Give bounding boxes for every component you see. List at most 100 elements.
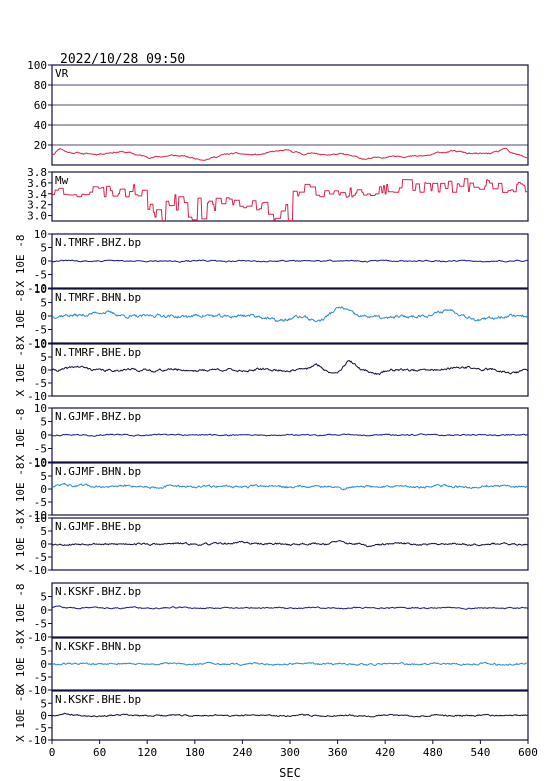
panel-label: VR <box>55 67 69 80</box>
series-line <box>52 178 528 222</box>
y-tick-label: 60 <box>34 99 47 112</box>
y-tick-label: -5 <box>34 324 47 337</box>
y-tick-label: 5 <box>40 645 47 658</box>
y-tick-label: 10 <box>34 338 47 351</box>
y-axis-label: X 10E -8 <box>14 584 27 637</box>
y-tick-label: 80 <box>34 79 47 92</box>
series-line <box>51 712 529 718</box>
panel-kskf-bhe: 50-5-10 N.KSKF.BHE.bp X 10E -8 <box>14 689 529 747</box>
x-tick-label: 480 <box>423 746 443 759</box>
panel-vr: 100 80 60 40 20 VR <box>27 59 529 166</box>
y-axis-label: X 10E -8 <box>14 344 27 397</box>
y-tick-label: -10 <box>27 684 47 697</box>
y-tick-label: -5 <box>34 551 47 564</box>
y-axis-label: X 10E -8 <box>14 290 27 343</box>
series-line <box>51 540 529 548</box>
y-tick-label: 0 <box>40 429 47 442</box>
panel-label: N.TMRF.BHE.bp <box>55 346 141 359</box>
y-tick-label: -5 <box>34 618 47 631</box>
y-tick-label: 100 <box>27 59 47 72</box>
y-tick-label: 0 <box>40 710 47 723</box>
x-tick-label: 540 <box>470 746 490 759</box>
y-axis-label: X 10E -8 <box>14 518 27 571</box>
y-tick-label: -10 <box>27 337 47 350</box>
panel-label: N.TMRF.BHZ.bp <box>55 236 141 249</box>
panel-frame <box>51 64 529 166</box>
series-line <box>51 259 529 263</box>
series-line <box>51 482 529 491</box>
y-tick-label: 0 <box>40 604 47 617</box>
y-axis-label: X 10E -8 <box>14 689 27 742</box>
y-tick-label: -10 <box>27 456 47 469</box>
y-tick-label: 0 <box>40 310 47 323</box>
series-line <box>51 147 529 161</box>
panel-kskf-bhz: 50-5-10 N.KSKF.BHZ.bp X 10E -8 <box>14 582 529 644</box>
series-line <box>51 661 528 667</box>
y-tick-label: -10 <box>27 509 47 522</box>
x-tick-label: 180 <box>185 746 205 759</box>
y-tick-label: -5 <box>34 377 47 390</box>
panel-label: N.KSKF.BHN.bp <box>55 640 141 653</box>
panel-label: N.GJMF.BHZ.bp <box>55 410 141 423</box>
y-tick-label: -10 <box>27 734 47 747</box>
y-tick-label: 0 <box>40 364 47 377</box>
y-tick-label: -5 <box>34 496 47 509</box>
y-tick-label: 10 <box>34 283 47 296</box>
y-tick-label: 10 <box>34 512 47 525</box>
y-tick-label: -10 <box>27 282 47 295</box>
y-tick-label: 3.0 <box>27 210 47 223</box>
y-tick-label: -5 <box>34 671 47 684</box>
y-tick-label: -5 <box>34 443 47 456</box>
y-tick-label: 5 <box>40 591 47 604</box>
series-line <box>51 306 529 323</box>
y-tick-label: 3.8 <box>27 166 47 179</box>
panel-label: N.KSKF.BHZ.bp <box>55 585 141 598</box>
panel-label: N.KSKF.BHE.bp <box>55 693 141 706</box>
y-tick-label: 3.2 <box>27 199 47 212</box>
y-tick-label: 3.4 <box>27 188 47 201</box>
y-tick-label: 10 <box>34 457 47 470</box>
panel-frame <box>51 171 529 222</box>
y-tick-label: 0 <box>40 483 47 496</box>
y-axis-label: X 10E -8 <box>14 638 27 691</box>
y-tick-label: 5 <box>40 351 47 364</box>
panel-kskf-bhn: 50-5-10 N.KSKF.BHN.bp X 10E -8 <box>14 637 529 697</box>
y-axis-label: X 10E -8 <box>14 409 27 462</box>
y-tick-label: 5 <box>40 297 47 310</box>
y-tick-label: 5 <box>40 242 47 255</box>
x-tick-label: 120 <box>137 746 157 759</box>
y-tick-label: -5 <box>34 269 47 282</box>
y-tick-label: 0 <box>40 538 47 551</box>
panel-label: Mw <box>55 174 69 187</box>
y-tick-label: -10 <box>27 564 47 577</box>
x-tick-label: 600 <box>518 746 538 759</box>
y-tick-label: 10 <box>34 228 47 241</box>
x-tick-label: 360 <box>328 746 348 759</box>
y-tick-label: 0 <box>40 255 47 268</box>
y-tick-label: -5 <box>34 722 47 735</box>
y-tick-label: -10 <box>27 390 47 403</box>
panel-label: N.TMRF.BHN.bp <box>55 291 141 304</box>
y-tick-label: 5 <box>40 525 47 538</box>
x-tick-label: 240 <box>232 746 252 759</box>
y-tick-label: 0 <box>40 658 47 671</box>
y-tick-label: 3.6 <box>27 177 47 190</box>
panel-label: N.GJMF.BHE.bp <box>55 520 141 533</box>
y-tick-label: 10 <box>34 402 47 415</box>
x-tick-label: 300 <box>280 746 300 759</box>
header-timestamp: 2022/10/28 09:50 <box>60 52 185 67</box>
x-tick-label: 60 <box>93 746 106 759</box>
y-tick-label: 5 <box>40 697 47 710</box>
x-axis-label: SEC <box>279 766 301 780</box>
x-tick-label: 420 <box>375 746 395 759</box>
series-line <box>51 605 529 610</box>
x-tick-label: 0 <box>49 746 56 759</box>
panel-label: N.GJMF.BHN.bp <box>55 465 141 478</box>
